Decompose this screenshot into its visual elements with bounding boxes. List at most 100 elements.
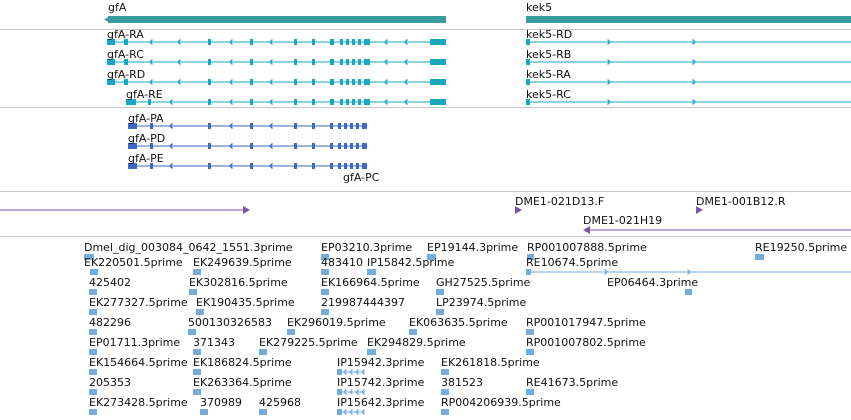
est-label[interactable]: EK166964.5prime — [321, 276, 420, 289]
est-feature — [441, 389, 449, 395]
est-label[interactable]: RP001017947.5prime — [526, 316, 646, 329]
est-label[interactable]: RE19250.5prime — [755, 241, 848, 254]
est-label[interactable]: EP19144.3prime — [427, 241, 519, 254]
est-label[interactable]: EK220501.5prime — [84, 256, 183, 269]
clone-label[interactable]: DME1-021D13.F — [515, 195, 605, 208]
exon-block — [250, 39, 253, 45]
est-feature — [89, 389, 97, 395]
exon-block — [364, 59, 370, 65]
est-label[interactable]: RP001007802.5prime — [526, 336, 646, 349]
transcript-label[interactable]: gfA-RC — [107, 48, 144, 61]
exon-block — [250, 163, 253, 169]
est-label[interactable]: 219987444397 — [321, 296, 405, 309]
exon-block — [362, 163, 367, 169]
protein-label[interactable]: gfA-PD — [128, 132, 166, 145]
est-label[interactable]: 370989 — [200, 396, 242, 409]
exon-block — [208, 39, 211, 45]
est-label[interactable]: RP004206939.5prime — [441, 396, 561, 409]
est-label[interactable]: EK279225.5prime — [259, 336, 358, 349]
est-label[interactable]: IP15842.5prime — [367, 256, 455, 269]
est-label[interactable]: IP15742.3prime — [337, 376, 425, 389]
strand-arrow — [355, 369, 359, 375]
est-feature — [89, 329, 97, 335]
strand-arrow — [269, 143, 273, 149]
est-label[interactable]: EK294829.5prime — [367, 336, 466, 349]
est-label[interactable]: 371343 — [193, 336, 235, 349]
est-label[interactable]: 425968 — [259, 396, 301, 409]
exon-block — [330, 123, 333, 129]
protein-label[interactable]: gfA-PC — [343, 171, 380, 184]
est-feature — [89, 349, 97, 355]
est-feature — [367, 349, 376, 355]
est-label[interactable]: 482296 — [89, 316, 131, 329]
transcript-label[interactable]: kek5-RC — [526, 88, 571, 101]
exon-block — [352, 59, 355, 65]
exon-block — [312, 39, 315, 45]
est-label[interactable]: EK154664.5prime — [89, 356, 188, 369]
strand-arrow — [361, 369, 365, 375]
est-feature — [321, 269, 329, 275]
est-feature — [526, 349, 534, 355]
strand-arrow — [229, 163, 233, 169]
strand-arrow — [229, 79, 233, 85]
est-label[interactable]: IP15942.3prime — [337, 356, 425, 369]
strand-arrow — [692, 59, 696, 65]
est-label[interactable]: 425402 — [89, 276, 131, 289]
exon-block — [312, 143, 315, 149]
est-label[interactable]: EP03210.3prime — [321, 241, 413, 254]
exon-block — [107, 59, 115, 65]
est-label[interactable]: EK302816.5prime — [189, 276, 288, 289]
exon-block — [356, 143, 359, 149]
est-label[interactable]: EK063635.5prime — [409, 316, 508, 329]
clone-label[interactable]: DME1-001B12.R — [696, 195, 786, 208]
est-label[interactable]: 483410 — [321, 256, 363, 269]
protein-label[interactable]: gfA-PA — [128, 112, 164, 125]
gene-label[interactable]: gfA — [108, 1, 127, 14]
transcript-label[interactable]: gfA-RE — [126, 88, 163, 101]
transcript-label[interactable]: kek5-RB — [526, 48, 572, 61]
transcript-label[interactable]: kek5-RD — [526, 28, 573, 41]
est-label[interactable]: EK273428.5prime — [89, 396, 188, 409]
gene-label[interactable]: kek5 — [526, 1, 553, 14]
est-label[interactable]: EP01711.3prime — [89, 336, 181, 349]
est-label[interactable]: RP001007888.5prime — [527, 241, 647, 254]
est-label[interactable]: EK261818.5prime — [441, 356, 540, 369]
est-label[interactable]: EK277327.5prime — [89, 296, 188, 309]
exon-block — [338, 123, 341, 129]
exon-block — [208, 123, 211, 129]
est-label[interactable]: EK249639.5prime — [193, 256, 292, 269]
exon-block — [330, 99, 334, 105]
exon-block — [330, 59, 334, 65]
exon-block — [362, 143, 367, 149]
est-label[interactable]: LP23974.5prime — [436, 296, 527, 309]
transcript-label[interactable]: gfA-RD — [107, 68, 146, 81]
exon-block — [128, 163, 137, 169]
est-feature — [337, 389, 342, 395]
clone-label[interactable]: DME1-021H19 — [583, 214, 663, 227]
strand-arrow — [177, 59, 181, 65]
exon-block — [344, 163, 347, 169]
protein-label[interactable]: gfA-PE — [128, 152, 164, 165]
est-label[interactable]: 381523 — [441, 376, 483, 389]
est-label[interactable]: 205353 — [89, 376, 131, 389]
est-label[interactable]: 500130326583 — [188, 316, 272, 329]
est-label[interactable]: RE10674.5prime — [526, 256, 619, 269]
est-label[interactable]: GH27525.5prime — [436, 276, 531, 289]
transcript-label[interactable]: kek5-RA — [526, 68, 571, 81]
exon-block — [526, 79, 530, 85]
est-label[interactable]: EK190435.5prime — [196, 296, 295, 309]
est-label[interactable]: Dmel_dig_003084_0642_1551.3prime — [84, 241, 293, 254]
est-label[interactable]: RE41673.5prime — [526, 376, 619, 389]
transcript-label[interactable]: gfA-RA — [107, 28, 144, 41]
est-label[interactable]: EK296019.5prime — [287, 316, 386, 329]
exon-block — [344, 123, 347, 129]
est-label[interactable]: EP06464.3prime — [607, 276, 699, 289]
est-label[interactable]: IP15642.3prime — [337, 396, 425, 409]
est-feature — [287, 329, 295, 335]
exon-block — [340, 99, 343, 105]
exon-block — [107, 79, 115, 85]
est-label[interactable]: EK186824.5prime — [193, 356, 292, 369]
est-label[interactable]: EK263364.5prime — [193, 376, 292, 389]
exon-block — [340, 39, 343, 45]
